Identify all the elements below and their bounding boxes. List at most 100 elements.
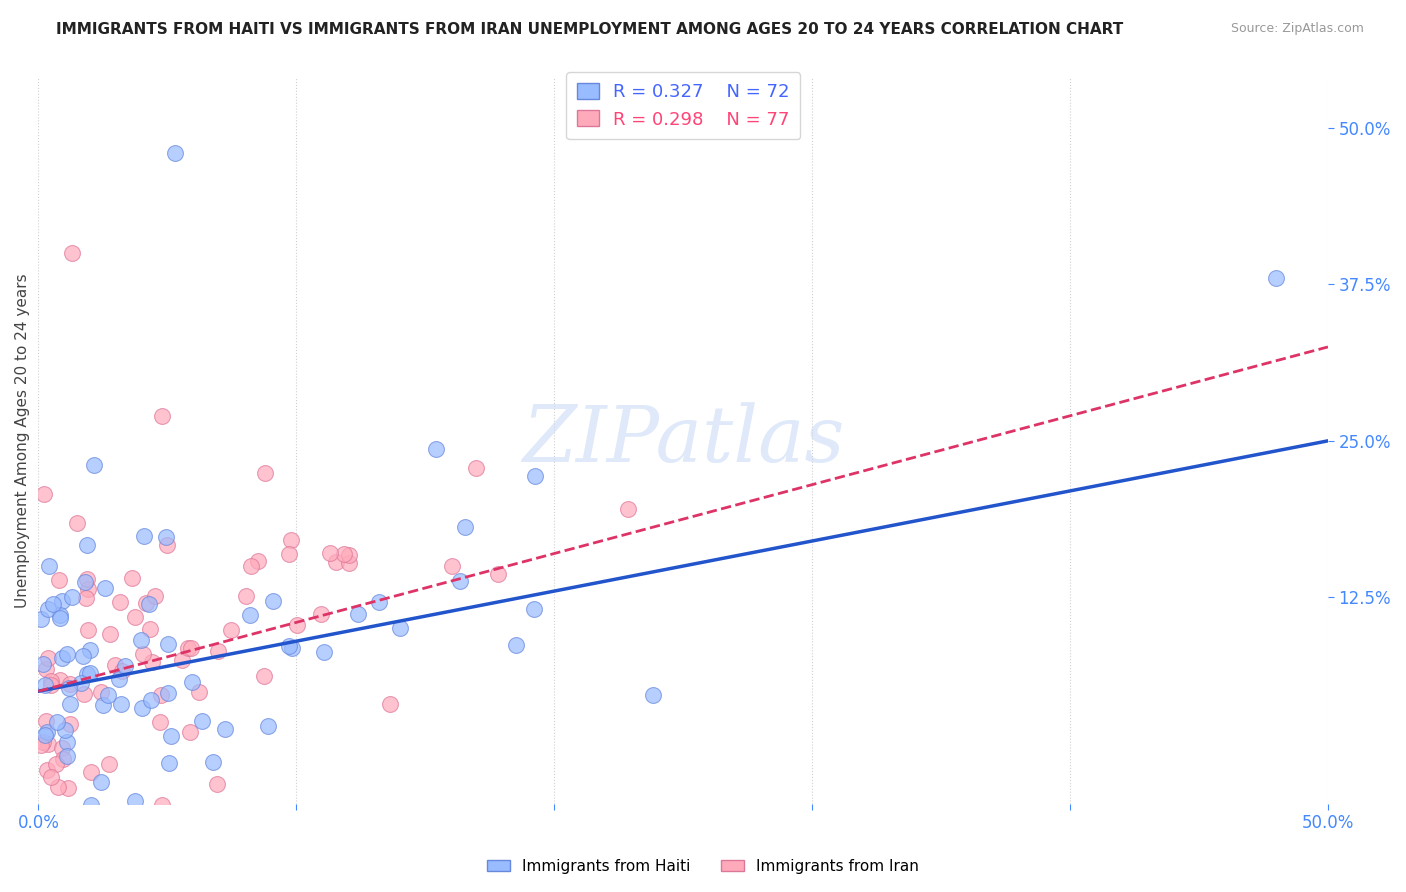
Point (135, 596, 157, 610)
Point (425, 442, 447, 456)
Point (75, 574, 97, 589)
Point (56, 749, 79, 764)
Point (37, 602, 59, 616)
Point (83, 458, 105, 472)
Point (277, 639, 299, 653)
Point (180, 641, 202, 656)
Text: IMMIGRANTS FROM HAITI VS IMMIGRANTS FROM IRAN UNEMPLOYMENT AMONG AGES 20 TO 24 Y: IMMIGRANTS FROM HAITI VS IMMIGRANTS FROM… (56, 22, 1123, 37)
Point (239, 607, 262, 622)
Point (257, 719, 280, 733)
Point (346, 607, 368, 621)
Point (69, 675, 91, 690)
Point (90, 774, 112, 789)
Point (486, 566, 509, 581)
Point (37, 763, 59, 777)
Point (39, 678, 62, 692)
Point (51, 594, 73, 608)
Point (98, 626, 121, 640)
Point (388, 621, 411, 635)
Point (378, 698, 401, 712)
Point (48, 574, 70, 588)
Point (38, 559, 60, 574)
Point (32, 486, 55, 500)
Point (75, 591, 97, 606)
Point (59, 677, 82, 691)
Point (131, 701, 153, 715)
Point (281, 641, 304, 656)
Point (51, 650, 73, 665)
Point (440, 558, 463, 573)
Point (53, 723, 76, 738)
Point (30, 612, 52, 626)
Point (156, 637, 179, 651)
Point (240, 559, 263, 574)
Point (97, 688, 120, 702)
Point (449, 574, 471, 588)
Point (191, 714, 214, 728)
Point (325, 555, 347, 569)
Point (35, 724, 58, 739)
Point (337, 556, 360, 570)
Point (141, 655, 163, 669)
Point (80, 798, 103, 813)
Legend: R = 0.327    N = 72, R = 0.298    N = 77: R = 0.327 N = 72, R = 0.298 N = 77 (567, 72, 800, 139)
Point (58, 717, 80, 731)
Point (129, 633, 152, 648)
Point (280, 533, 302, 547)
Y-axis label: Unemployment Among Ages 20 to 24 years: Unemployment Among Ages 20 to 24 years (15, 274, 30, 608)
Point (207, 877, 229, 891)
Point (150, 409, 173, 423)
Point (132, 529, 155, 543)
Point (187, 685, 209, 699)
Point (253, 466, 276, 480)
Point (157, 756, 180, 770)
Point (155, 530, 177, 544)
Point (337, 548, 360, 562)
Point (235, 590, 257, 604)
Point (150, 798, 173, 813)
Point (58, 681, 80, 695)
Point (205, 777, 228, 791)
Point (37, 737, 59, 751)
Point (49, 673, 72, 687)
Text: ZIPatlas: ZIPatlas (522, 402, 845, 479)
Point (79, 642, 101, 657)
Point (150, 688, 173, 702)
Point (454, 519, 477, 533)
Point (31, 735, 53, 749)
Point (643, 688, 665, 702)
Point (45, 756, 67, 771)
Point (37, 812, 59, 826)
Point (41, 850, 63, 864)
Point (60, 590, 83, 604)
Point (56, 735, 79, 749)
Point (42, 597, 65, 611)
Point (111, 664, 134, 678)
Point (131, 647, 153, 661)
Point (245, 816, 267, 830)
Point (37, 651, 59, 665)
Point (179, 724, 201, 739)
Point (311, 607, 333, 621)
Point (181, 674, 204, 689)
Point (139, 692, 162, 706)
Point (524, 468, 547, 483)
Point (156, 686, 179, 700)
Point (149, 714, 172, 729)
Point (201, 756, 224, 770)
Point (247, 853, 270, 867)
Point (97, 756, 120, 771)
Point (312, 645, 335, 659)
Point (156, 538, 179, 552)
Point (72, 649, 94, 664)
Point (108, 595, 131, 609)
Point (505, 638, 527, 652)
Point (73, 687, 96, 701)
Point (163, 145, 186, 160)
Point (76, 582, 98, 597)
Point (143, 589, 166, 603)
Point (523, 602, 546, 616)
Point (34, 728, 56, 742)
Point (51, 741, 73, 756)
Point (246, 553, 269, 567)
